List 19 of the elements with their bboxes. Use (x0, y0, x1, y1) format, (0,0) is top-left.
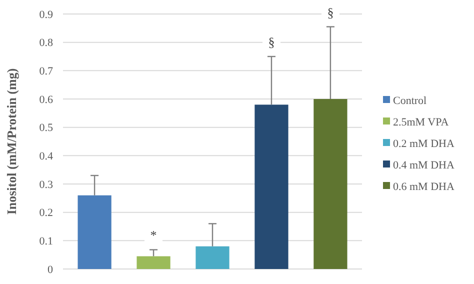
y-tick-label: 0 (48, 264, 54, 276)
y-tick-label: 0.8 (39, 37, 54, 50)
annotation: § (327, 4, 334, 20)
y-axis-title: Inositol (mM/Protein (mg) (4, 68, 19, 215)
legend-label: Control (393, 94, 427, 107)
annotation: § (268, 34, 275, 50)
legend-label: 0.4 mM DHA (393, 159, 454, 172)
y-tick-label: 0.1 (39, 236, 53, 248)
legend-label: 0.2 mM DHA (393, 138, 454, 150)
y-tick-label: 0.3 (39, 178, 54, 191)
y-tick-label: 0.7 (39, 66, 54, 78)
annotation: * (150, 228, 157, 243)
y-tick-label: 0.2 (39, 207, 53, 220)
y-tick-label: 0.4 (39, 150, 54, 163)
legend-label: 0.6 mM DHA (393, 180, 454, 193)
y-tick-label: 0.6 (39, 94, 54, 106)
y-tick-label: 0.5 (39, 122, 54, 134)
legend-label: 2.5mM VPA (393, 116, 449, 128)
y-tick-label: 0.9 (39, 8, 54, 21)
